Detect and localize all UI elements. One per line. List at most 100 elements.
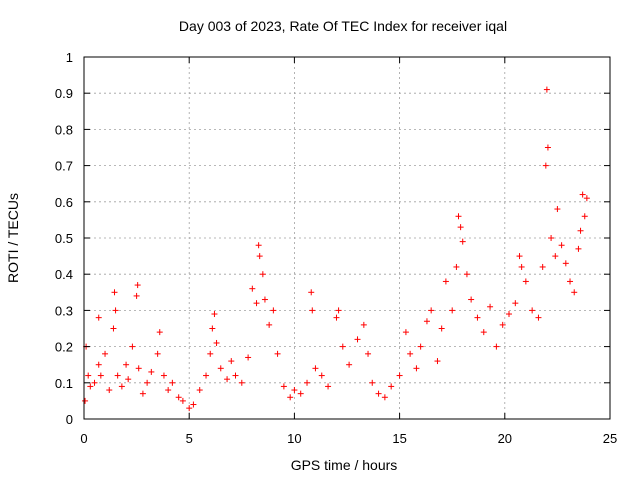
y-tick-label: 0.7	[55, 159, 73, 174]
data-point	[396, 372, 403, 379]
data-point	[270, 307, 277, 314]
data-point	[106, 387, 113, 394]
data-points	[82, 86, 590, 412]
data-point	[575, 245, 582, 252]
data-point	[232, 372, 239, 379]
data-point	[129, 343, 136, 350]
data-point	[318, 372, 325, 379]
data-point	[375, 390, 382, 397]
data-point	[558, 242, 565, 249]
data-point	[224, 376, 231, 383]
data-point	[542, 162, 549, 169]
data-point	[548, 235, 555, 241]
data-point	[522, 278, 529, 285]
data-point	[118, 383, 125, 390]
data-point	[360, 321, 367, 328]
data-point	[304, 379, 311, 386]
data-point	[287, 394, 294, 401]
data-point	[567, 278, 574, 285]
data-point	[480, 329, 487, 336]
data-point	[365, 350, 372, 357]
y-tick-label: 0.6	[55, 195, 73, 210]
data-point	[144, 379, 151, 386]
data-point	[97, 372, 104, 379]
data-point	[434, 358, 441, 365]
x-tick-label: 20	[498, 431, 512, 446]
data-point	[346, 361, 353, 368]
data-point	[148, 368, 155, 375]
data-point	[552, 253, 559, 260]
x-tick-label: 0	[80, 431, 87, 446]
axis-ticks: 00.10.20.30.40.50.60.70.80.910 5 10 15 20 25	[55, 50, 617, 446]
data-point	[179, 397, 186, 404]
data-point	[455, 213, 462, 220]
data-point	[571, 289, 578, 296]
data-point	[453, 263, 460, 270]
data-point	[407, 350, 414, 357]
data-point	[543, 86, 550, 93]
data-point	[388, 383, 395, 390]
data-point	[249, 285, 256, 292]
data-point	[312, 365, 319, 372]
data-point	[261, 296, 268, 303]
data-point	[87, 383, 94, 390]
chart-title: Day 003 of 2023, Rate Of TEC Index for r…	[179, 18, 507, 34]
data-point	[154, 350, 161, 357]
y-tick-label: 0.1	[55, 376, 73, 391]
y-tick-label: 1	[66, 50, 73, 65]
data-point	[123, 361, 130, 368]
data-point	[213, 339, 220, 346]
y-tick-label: 0.9	[55, 86, 73, 101]
data-point	[354, 336, 361, 343]
data-point	[102, 350, 109, 357]
data-point	[442, 278, 449, 285]
data-point	[165, 387, 172, 394]
data-point	[125, 376, 132, 383]
data-point	[95, 314, 102, 321]
data-point	[423, 318, 430, 325]
data-point	[493, 343, 500, 350]
data-point	[381, 394, 388, 401]
data-point	[91, 379, 98, 386]
data-point	[512, 300, 519, 307]
data-point	[335, 307, 342, 314]
data-point	[413, 365, 420, 372]
data-point	[228, 358, 235, 365]
data-point	[186, 405, 193, 412]
data-point	[256, 253, 263, 260]
data-point	[506, 311, 513, 318]
data-point	[291, 387, 298, 394]
data-point	[255, 242, 262, 249]
data-point	[160, 372, 167, 379]
data-point	[487, 303, 494, 310]
data-point	[274, 350, 281, 357]
data-point	[459, 238, 466, 245]
data-point	[280, 383, 287, 390]
y-tick-label: 0.3	[55, 303, 73, 318]
data-point	[457, 224, 464, 231]
data-point	[438, 325, 445, 332]
data-point	[245, 354, 252, 361]
data-point	[203, 372, 210, 379]
y-tick-label: 0.5	[55, 231, 73, 246]
y-axis-label: ROTI / TECUs	[5, 193, 21, 283]
x-axis-label: GPS time / hours	[291, 457, 398, 473]
data-point	[297, 390, 304, 397]
data-point	[111, 289, 118, 296]
data-point	[417, 343, 424, 350]
data-point	[581, 213, 588, 220]
data-point	[211, 311, 218, 318]
data-point	[325, 383, 332, 390]
data-point	[449, 307, 456, 314]
data-point	[544, 144, 551, 151]
x-tick-label: 10	[287, 431, 301, 446]
data-point	[579, 191, 586, 198]
data-point	[196, 387, 203, 394]
data-point	[253, 300, 260, 307]
data-point	[133, 292, 140, 299]
x-tick-label: 15	[392, 431, 406, 446]
data-point	[82, 397, 89, 404]
data-point	[468, 296, 475, 303]
data-point	[535, 314, 542, 321]
data-point	[474, 314, 481, 321]
